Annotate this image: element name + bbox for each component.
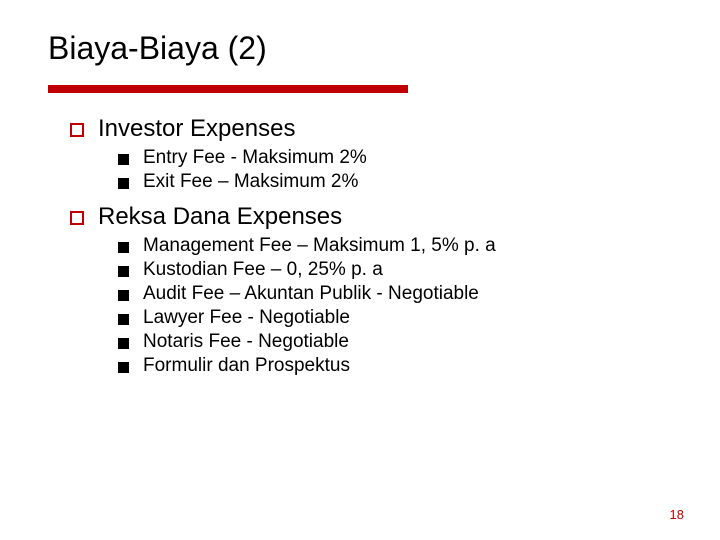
list-item: Formulir dan Prospektus bbox=[118, 355, 680, 377]
list-item-text: Formulir dan Prospektus bbox=[143, 355, 350, 377]
square-solid-bullet-icon bbox=[118, 362, 129, 373]
list-item: Management Fee – Maksimum 1, 5% p. a bbox=[118, 235, 680, 257]
square-solid-bullet-icon bbox=[118, 290, 129, 301]
section-heading-text: Investor Expenses bbox=[98, 115, 295, 143]
square-hollow-bullet-icon bbox=[70, 123, 84, 137]
list-item: Lawyer Fee - Negotiable bbox=[118, 307, 680, 329]
section-items: Entry Fee - Maksimum 2% Exit Fee – Maksi… bbox=[118, 147, 680, 193]
square-solid-bullet-icon bbox=[118, 178, 129, 189]
list-item-text: Notaris Fee - Negotiable bbox=[143, 331, 349, 353]
square-hollow-bullet-icon bbox=[70, 211, 84, 225]
list-item: Notaris Fee - Negotiable bbox=[118, 331, 680, 353]
square-solid-bullet-icon bbox=[118, 266, 129, 277]
list-item: Kustodian Fee – 0, 25% p. a bbox=[118, 259, 680, 281]
slide-content: Investor Expenses Entry Fee - Maksimum 2… bbox=[70, 115, 680, 377]
list-item-text: Exit Fee – Maksimum 2% bbox=[143, 171, 358, 193]
title-underline bbox=[48, 85, 408, 93]
list-item-text: Entry Fee - Maksimum 2% bbox=[143, 147, 367, 169]
section-items: Management Fee – Maksimum 1, 5% p. a Kus… bbox=[118, 235, 680, 377]
square-solid-bullet-icon bbox=[118, 314, 129, 325]
square-solid-bullet-icon bbox=[118, 154, 129, 165]
square-solid-bullet-icon bbox=[118, 242, 129, 253]
list-item-text: Management Fee – Maksimum 1, 5% p. a bbox=[143, 235, 496, 257]
list-item: Entry Fee - Maksimum 2% bbox=[118, 147, 680, 169]
list-item: Exit Fee – Maksimum 2% bbox=[118, 171, 680, 193]
list-item: Audit Fee – Akuntan Publik - Negotiable bbox=[118, 283, 680, 305]
slide: Biaya-Biaya (2) Investor Expenses Entry … bbox=[0, 0, 720, 540]
list-item-text: Lawyer Fee - Negotiable bbox=[143, 307, 350, 329]
section-heading: Reksa Dana Expenses bbox=[70, 203, 680, 231]
list-item-text: Kustodian Fee – 0, 25% p. a bbox=[143, 259, 383, 281]
page-number: 18 bbox=[670, 507, 684, 522]
square-solid-bullet-icon bbox=[118, 338, 129, 349]
section-heading-text: Reksa Dana Expenses bbox=[98, 203, 342, 231]
section-heading: Investor Expenses bbox=[70, 115, 680, 143]
list-item-text: Audit Fee – Akuntan Publik - Negotiable bbox=[143, 283, 479, 305]
slide-title: Biaya-Biaya (2) bbox=[48, 30, 680, 67]
